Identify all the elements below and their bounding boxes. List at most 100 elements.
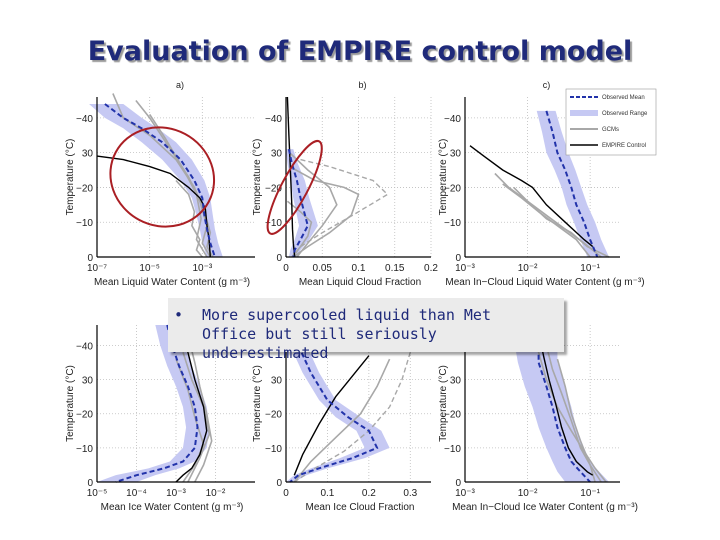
y-tick-label: 30 <box>271 376 283 387</box>
x-axis-label: Mean In−Cloud Liquid Water Content (g m⁻… <box>445 277 644 288</box>
y-tick-label: −20 <box>265 410 282 421</box>
legend-entry: Observed Range <box>602 111 648 117</box>
panel-label: c) <box>543 80 551 90</box>
x-tick-label: 0.2 <box>424 263 438 274</box>
panel-c: 10⁻³ 10⁻² 10⁻¹ −40 30 −20 −10 0 Mean In−Cloud Li… <box>438 80 645 288</box>
y-tick-label: −40 <box>444 114 461 125</box>
x-axis-label: Mean Ice Cloud Fraction <box>306 502 415 513</box>
x-tick-label: 0.15 <box>385 263 405 274</box>
slide-title: Evaluation of EMPIRE control model <box>87 36 633 67</box>
x-tick-label: 10⁻³ <box>455 488 475 499</box>
empire-control-line <box>469 145 594 248</box>
x-tick-label: 0.1 <box>352 263 366 274</box>
y-tick-label: 0 <box>276 253 282 264</box>
y-tick-label: 30 <box>82 376 94 387</box>
y-axis-label: Temperature (°C) <box>252 365 263 442</box>
empire-control-line <box>293 355 370 476</box>
y-axis-label: Temperature (°C) <box>438 365 449 442</box>
y-tick-label: −20 <box>444 410 461 421</box>
x-tick-label: 0.1 <box>320 488 334 499</box>
y-tick-label: −20 <box>76 410 93 421</box>
y-axis-label: Temperature (°C) <box>65 139 76 216</box>
y-tick-label: 30 <box>271 149 283 160</box>
x-tick-label: 10⁻³ <box>166 488 186 499</box>
observed-range-band <box>513 338 609 482</box>
y-tick-label: −10 <box>265 444 282 455</box>
empire-control-line <box>175 324 208 483</box>
y-tick-label: 0 <box>87 253 93 264</box>
legend-entry: EMPIRE Control <box>602 143 646 149</box>
highlight-ellipse <box>109 126 216 228</box>
gcm-line <box>289 152 338 258</box>
gcm-line <box>286 200 313 258</box>
x-tick-label: 10⁻² <box>518 488 538 499</box>
observed-mean-line <box>545 110 599 258</box>
observed-mean-line <box>287 148 309 258</box>
x-tick-label: 0.05 <box>313 263 333 274</box>
empire-control-line <box>537 331 594 476</box>
gcm-line <box>293 358 391 483</box>
x-tick-label: 0 <box>283 488 289 499</box>
observed-range-band <box>536 110 609 257</box>
x-tick-label: 0 <box>283 263 289 274</box>
observed-mean-line <box>537 338 591 483</box>
gcm-line <box>175 179 203 258</box>
y-tick-label: −10 <box>76 444 93 455</box>
observed-range-band <box>97 325 210 482</box>
x-axis-label: Mean In−Cloud Ice Water Content (g m⁻³) <box>452 502 638 513</box>
callout-bullet: • <box>174 306 184 324</box>
x-tick-label: 10⁻³ <box>192 263 212 274</box>
y-tick-label: −10 <box>444 444 461 455</box>
y-tick-label: −10 <box>76 218 93 229</box>
gcm-dashed-line <box>292 158 389 258</box>
observed-mean-line <box>115 324 199 483</box>
highlight-ellipse <box>266 139 323 235</box>
gcm-line <box>182 352 211 483</box>
x-tick-label: 0.2 <box>362 488 376 499</box>
x-tick-label: 10⁻⁴ <box>126 488 147 499</box>
gcm-line <box>513 186 610 258</box>
panel-label: b) <box>358 80 366 90</box>
y-tick-label: −20 <box>265 183 282 194</box>
callout-text: More supercooled liquid than Met Office … <box>202 306 491 362</box>
y-tick-label: −40 <box>265 114 282 125</box>
x-tick-label: 10⁻⁵ <box>87 488 108 499</box>
gcm-line <box>526 331 607 483</box>
callout-box: • More supercooled liquid than Met Offic… <box>168 298 564 362</box>
panel-d: 10⁻⁵ 10⁻⁴ 10⁻³ 10⁻² −40 30 −20 −10 0 Mean Ice Wat… <box>65 324 255 513</box>
y-tick-label: −20 <box>76 183 93 194</box>
y-tick-label: 0 <box>276 478 282 489</box>
y-tick-label: −10 <box>265 218 282 229</box>
y-axis-label: Temperature (°C) <box>65 365 76 442</box>
x-tick-label: 10⁻⁵ <box>139 263 160 274</box>
y-tick-label: 30 <box>450 376 462 387</box>
y-tick-label: 30 <box>82 149 94 160</box>
y-tick-label: 30 <box>450 149 462 160</box>
x-tick-label: 10⁻¹ <box>580 488 600 499</box>
y-tick-label: −40 <box>76 114 93 125</box>
x-axis-label: Mean Ice Water Content (g m⁻³) <box>101 502 244 513</box>
panel-b: 0 0.05 0.1 0.15 0.2 −40 30 −20 −10 0 Mean Liquid C… <box>252 80 438 288</box>
y-axis-label: Temperature (°C) <box>438 139 449 216</box>
y-axis-label: Temperature (°C) <box>252 139 263 216</box>
y-tick-label: −20 <box>444 183 461 194</box>
x-axis-label: Mean Liquid Water Content (g m⁻³) <box>94 277 250 288</box>
x-tick-label: 10⁻² <box>518 263 538 274</box>
gcm-line <box>556 358 596 483</box>
legend-box <box>565 88 657 156</box>
empire-control-line <box>96 155 211 258</box>
y-tick-label: 0 <box>455 478 461 489</box>
x-tick-label: 0.3 <box>403 488 417 499</box>
x-axis-label: Mean Liquid Cloud Fraction <box>299 277 421 288</box>
y-tick-label: 0 <box>87 478 93 489</box>
legend: Observed Mean Observed Range GCMs EMPIRE Co… <box>565 88 657 156</box>
x-tick-label: 10⁻³ <box>455 263 475 274</box>
y-tick-label: 0 <box>455 253 461 264</box>
gcm-line <box>187 335 213 483</box>
legend-entry: GCMs <box>602 127 619 133</box>
y-tick-label: −10 <box>444 218 461 229</box>
observed-mean-line <box>289 345 379 483</box>
x-tick-label: 10⁻¹ <box>580 263 600 274</box>
